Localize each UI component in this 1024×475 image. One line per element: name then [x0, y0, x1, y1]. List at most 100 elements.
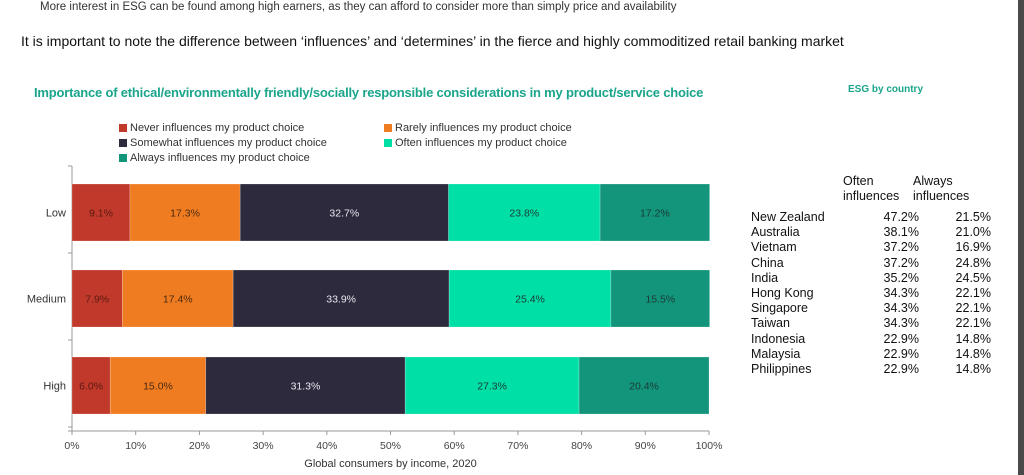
often-cell: 38.1% [883, 225, 919, 240]
data-label-medium-rarely: 17.4% [163, 294, 193, 306]
esg-table-row: Vietnam 37.2% 16.9% [751, 240, 991, 255]
legend-item-always: Always influences my product choice [119, 151, 384, 164]
header-often-line1: Often [843, 174, 874, 188]
data-label-medium-somewhat: 33.9% [326, 294, 356, 306]
country-cell: Taiwan [751, 316, 790, 331]
legend-item-somewhat: Somewhat influences my product choice [119, 136, 384, 149]
scrollbar[interactable] [1018, 0, 1024, 475]
esg-table-body: New Zealand 47.2% 21.5% Australia 38.1% 21.0%… [751, 210, 991, 377]
always-cell: 21.0% [955, 225, 991, 240]
always-cell: 14.8% [955, 331, 991, 346]
bar-segment-low-rarely [129, 183, 241, 242]
esg-table-row: Singapore 34.3% 22.1% [751, 301, 991, 316]
data-label-low-always: 17.2% [640, 208, 670, 220]
x-tick-label: 60% [444, 440, 465, 452]
country-cell: India [751, 270, 779, 285]
legend-swatch-never [119, 123, 127, 132]
legend-item-never: Never influences my product choice [119, 121, 384, 134]
country-cell: Hong Kong [751, 286, 814, 301]
legend-swatch-often [384, 138, 392, 147]
bar-segment-low-often [448, 183, 601, 242]
category-label-high: High [43, 381, 66, 393]
esg-table-row: Indonesia 22.9% 14.8% [751, 332, 991, 347]
esg-table-row: Hong Kong 34.3% 22.1% [751, 286, 991, 301]
bar-segment-high-never [71, 356, 111, 415]
often-cell: 22.9% [883, 346, 919, 361]
data-label-low-somewhat: 32.7% [329, 208, 359, 220]
x-tick-label: 70% [507, 440, 528, 452]
category-label-low: Low [46, 208, 66, 220]
x-tick-label: 80% [571, 440, 592, 452]
x-tick-label: 90% [635, 440, 656, 452]
x-tick-label: 100% [696, 440, 723, 452]
often-cell: 47.2% [883, 210, 919, 224]
x-tick-label: 50% [380, 440, 401, 452]
always-cell: 22.1% [955, 301, 991, 316]
esg-table-row: India 35.2% 24.5% [751, 271, 991, 286]
x-axis-title: Global consumers by income, 2020 [304, 458, 476, 470]
bar-segment-high-rarely [109, 356, 207, 415]
always-cell: 21.5% [955, 210, 991, 224]
legend-label-always: Always influences my product choice [130, 151, 310, 164]
always-cell: 24.8% [955, 255, 991, 270]
esg-table-row: Malaysia 22.9% 14.8% [751, 347, 991, 362]
often-cell: 37.2% [883, 240, 919, 255]
data-label-medium-always: 15.5% [645, 294, 675, 306]
data-label-low-often: 23.8% [509, 208, 539, 220]
data-label-low-never: 9.1% [89, 208, 113, 220]
legend-swatch-somewhat [119, 138, 127, 147]
esg-table-row: Australia 38.1% 21.0% [751, 225, 991, 240]
bar-segment-medium-never [71, 269, 123, 328]
data-label-high-rarely: 15.0% [143, 381, 173, 393]
x-tick-label: 40% [316, 440, 337, 452]
often-cell: 22.9% [883, 331, 919, 346]
bar-segment-high-always [578, 356, 710, 415]
esg-table-header: Often Always influences influences [751, 174, 991, 204]
legend-swatch-rarely [384, 123, 392, 132]
data-label-low-rarely: 17.3% [170, 208, 200, 220]
legend-item-rarely: Rarely influences my product choice [384, 121, 604, 134]
x-tick-label: 30% [253, 440, 274, 452]
bar-segment-medium-always [610, 269, 710, 328]
country-cell: Indonesia [751, 331, 806, 346]
country-cell: Australia [751, 225, 800, 240]
often-cell: 35.2% [883, 270, 919, 285]
esg-table-row: Taiwan 34.3% 22.1% [751, 316, 991, 331]
country-cell: New Zealand [751, 210, 825, 224]
legend-swatch-always [119, 153, 127, 162]
often-cell: 37.2% [883, 255, 919, 270]
header-always-line1: Always [913, 174, 953, 188]
header-often-line2: influences [843, 189, 900, 203]
bar-segment-low-somewhat [239, 183, 449, 242]
category-label-medium: Medium [27, 294, 66, 306]
esg-table-row: Philippines 22.9% 14.8% [751, 362, 991, 377]
always-cell: 14.8% [955, 346, 991, 361]
data-label-high-never: 6.0% [79, 381, 103, 393]
bar-segment-high-often [404, 356, 580, 415]
legend-label-rarely: Rarely influences my product choice [395, 121, 572, 134]
esg-table-row: China 37.2% 24.8% [751, 256, 991, 271]
bar-segment-low-always [599, 183, 710, 242]
bar-segment-medium-somewhat [232, 269, 450, 328]
country-cell: Vietnam [751, 240, 797, 255]
always-cell: 14.8% [955, 362, 991, 377]
esg-table-row: New Zealand 47.2% 21.5% [751, 210, 991, 225]
legend-label-often: Often influences my product choice [395, 136, 567, 149]
often-cell: 34.3% [883, 286, 919, 301]
always-cell: 24.5% [955, 270, 991, 285]
always-cell: 22.1% [955, 286, 991, 301]
esg-table: Often Always influences influences New Z… [751, 174, 991, 377]
subnote-text: More interest in ESG can be found among … [40, 1, 677, 13]
x-tick-label: 0% [64, 440, 79, 452]
header-always-line2: influences [913, 189, 970, 203]
often-cell: 34.3% [883, 301, 919, 316]
data-label-high-often: 27.3% [477, 381, 507, 393]
country-cell: Philippines [751, 362, 812, 377]
legend-item-often: Often influences my product choice [384, 136, 604, 149]
stacked-bar-chart: 0% 10% 20% 30% 40% 50% 60% 70% 80% 90% 100% Global … [27, 165, 723, 470]
data-label-medium-often: 25.4% [515, 294, 545, 306]
legend-label-somewhat: Somewhat influences my product choice [130, 136, 327, 149]
data-label-high-somewhat: 31.3% [291, 381, 321, 393]
data-label-high-always: 20.4% [629, 381, 659, 393]
chart-title: Importance of ethical/environmentally fr… [34, 85, 704, 100]
